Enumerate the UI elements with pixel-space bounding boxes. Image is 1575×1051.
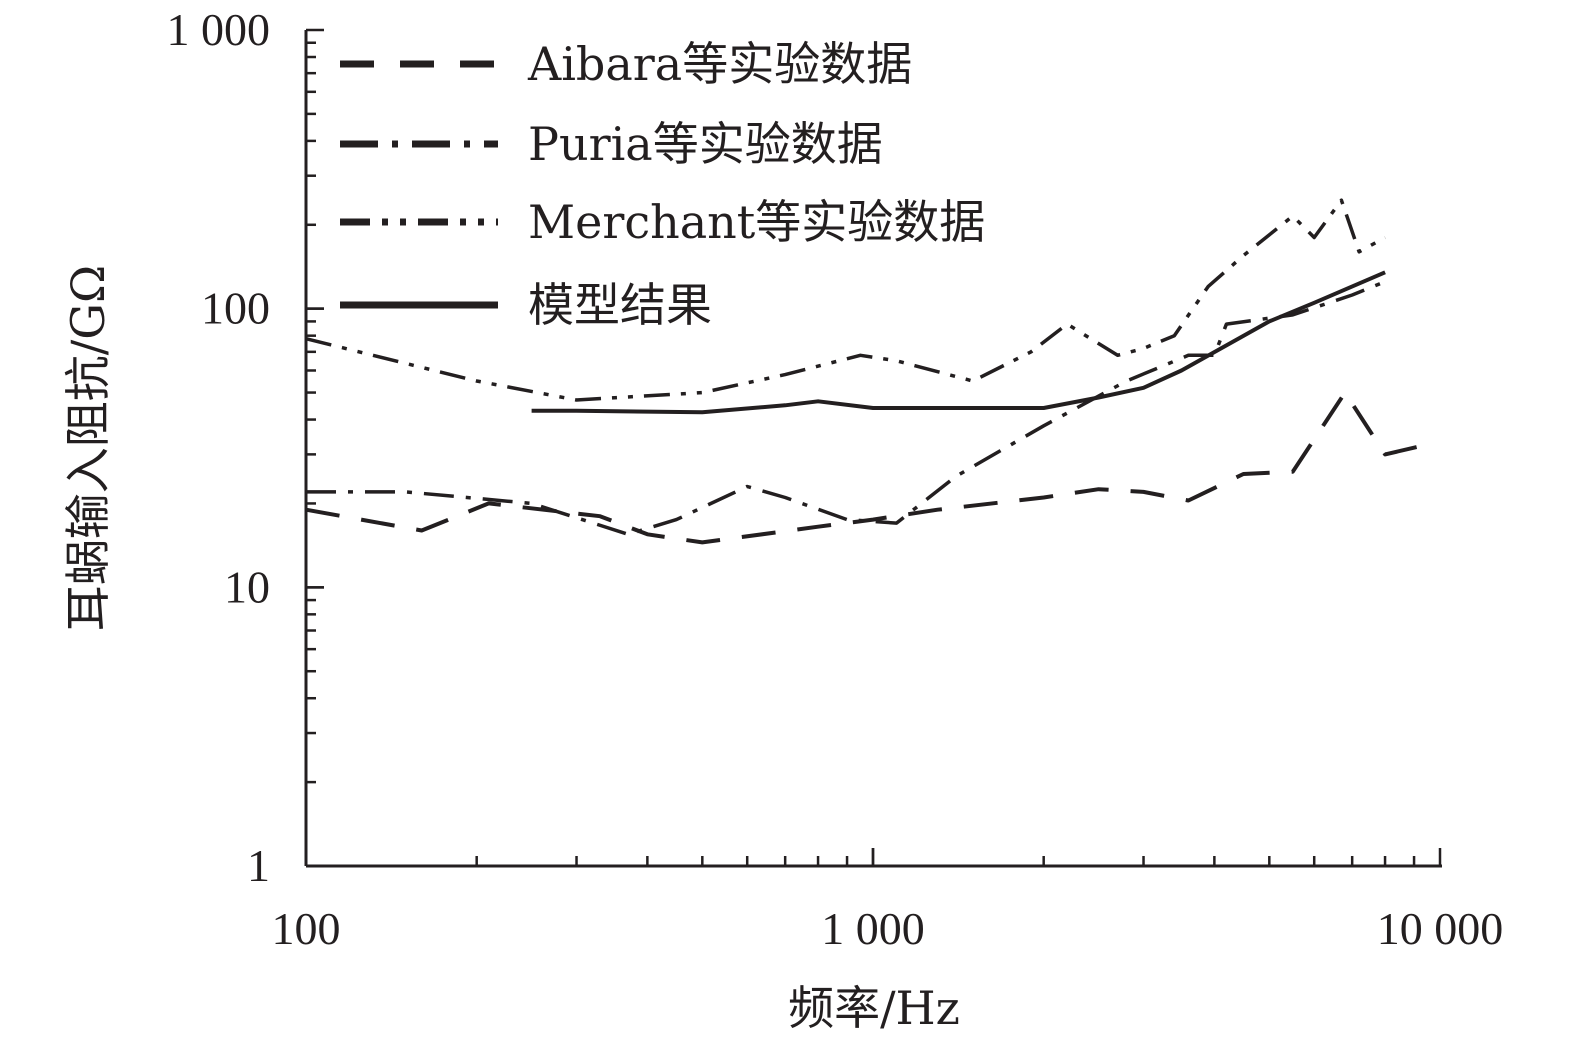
x-tick-label: 100 bbox=[272, 903, 341, 954]
x-tick-label: 1 000 bbox=[821, 903, 925, 954]
series-layer bbox=[305, 198, 1436, 545]
legend-label: 模型结果 bbox=[528, 278, 712, 332]
legend-label: Merchant等实验数据 bbox=[528, 195, 985, 249]
y-axis-title: 耳蜗输入阻抗/GΩ bbox=[61, 265, 115, 631]
x-tick-label: 10 000 bbox=[1377, 903, 1504, 954]
series-line-4 bbox=[531, 270, 1386, 415]
y-tick-label: 10 bbox=[224, 561, 270, 612]
y-tick-label: 1 bbox=[247, 840, 270, 891]
y-tick-label: 100 bbox=[201, 283, 270, 334]
legend-label: Aibara等实验数据 bbox=[527, 37, 912, 91]
axis-ticks bbox=[304, 28, 1442, 868]
series-line-1 bbox=[305, 390, 1436, 545]
x-axis-title: 频率/Hz bbox=[788, 981, 960, 1035]
axis-tick-labels: 100 1 000 10 000 1 10 100 1 000 bbox=[167, 4, 1504, 954]
legend-label: Puria等实验数据 bbox=[528, 117, 883, 171]
series-line-3 bbox=[305, 198, 1386, 402]
series-line-2 bbox=[306, 280, 1386, 537]
y-tick-label: 1 000 bbox=[167, 4, 271, 55]
